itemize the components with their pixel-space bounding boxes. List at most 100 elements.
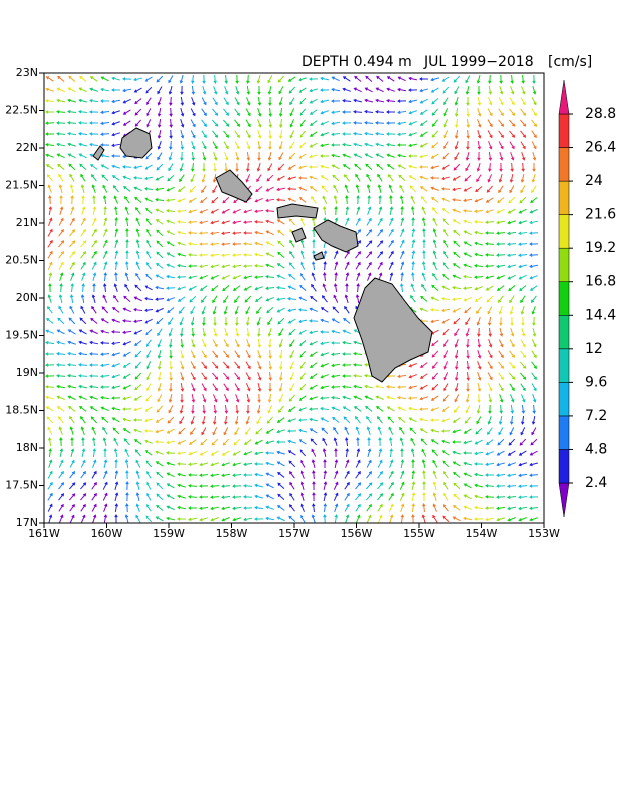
flow-arrow [320,307,329,313]
flow-arrow [68,405,76,412]
flow-arrow [155,198,165,202]
flow-arrow [309,330,319,335]
flow-arrow [221,253,231,257]
flow-arrow [134,108,142,116]
flow-arrow [518,506,528,511]
y-tick-label: 18.5N [5,404,38,417]
flow-arrow [177,462,187,466]
flow-arrow [498,306,503,315]
flow-arrow [223,350,230,358]
flow-arrow [100,164,109,170]
flow-arrow [443,383,449,392]
flow-arrow [367,195,371,205]
flow-arrow [289,97,295,106]
flow-arrow [400,459,405,469]
flow-arrow [70,448,75,457]
flow-arrow [399,437,404,446]
colorbar-label: 2.4 [585,475,607,491]
flow-arrow [56,384,66,389]
flow-arrow [157,107,162,117]
flow-arrow [397,132,407,136]
flow-arrow [441,308,451,313]
flow-arrow [507,220,516,225]
flow-arrow [190,108,196,117]
flow-arrow [485,264,495,268]
flow-arrow [133,176,143,180]
flow-arrow [157,129,162,139]
flow-arrow [257,350,262,359]
flow-arrow [345,459,350,468]
flow-arrow [144,439,153,444]
flow-arrow [299,119,306,127]
flow-arrow [188,506,198,510]
flow-arrow [235,404,239,414]
flow-arrow [232,220,242,225]
flow-arrow [507,517,516,522]
flow-arrow [111,341,121,345]
flow-arrow [342,363,352,367]
flow-arrow [134,119,142,127]
flow-arrow [199,462,208,467]
flow-arrow [496,253,506,257]
flow-arrow [476,317,481,326]
flow-arrow [200,295,207,303]
flow-arrow [508,196,516,204]
flow-arrow [389,459,394,468]
flow-arrow [463,494,472,500]
flow-arrow [441,176,451,181]
flow-arrow [278,349,283,359]
flow-arrow [367,206,372,215]
flow-arrow [125,503,129,513]
flow-arrow [466,129,470,139]
flow-arrow [507,506,517,511]
flow-arrow [488,97,493,106]
flow-arrow [377,240,384,248]
flow-arrow [520,350,527,358]
flow-arrow [156,504,164,511]
flow-arrow [89,76,98,82]
flow-arrow [268,338,272,348]
flow-arrow [69,305,75,314]
y-tick-label: 20N [16,291,38,304]
flow-arrow [267,317,273,326]
flow-arrow [245,416,250,425]
flow-arrow [276,286,286,290]
flow-arrow [463,219,472,224]
flow-arrow [180,151,184,161]
flow-arrow [177,483,186,488]
flow-arrow [344,184,349,193]
flow-arrow [485,285,494,291]
flow-arrow [520,141,526,150]
flow-arrow [289,119,294,128]
flow-arrow [100,363,110,368]
flow-arrow [454,107,459,117]
flow-arrow [199,506,209,510]
flow-arrow [431,130,439,138]
flow-arrow [70,272,75,281]
flow-arrow [419,98,428,104]
flow-arrow [366,184,371,194]
flow-arrow [333,195,338,205]
flow-arrow [212,350,219,358]
flow-arrow [355,470,361,479]
flow-arrow [521,152,526,161]
flow-arrow [299,350,307,358]
flow-arrow [210,253,220,257]
flow-arrow [113,448,118,458]
flow-arrow [133,308,143,312]
flow-arrow [408,143,418,148]
flow-arrow [344,481,350,490]
flow-arrow [276,198,286,202]
flow-arrow [443,339,449,348]
flow-arrow [79,317,87,325]
y-tick-label: 22.5N [5,104,38,117]
flow-arrow [177,220,187,224]
flow-arrow [355,459,361,468]
y-tick-label: 19.5N [5,329,38,342]
flow-arrow [100,143,110,147]
flow-arrow [113,437,119,446]
flow-arrow [419,154,429,159]
flow-arrow [463,461,472,466]
flow-arrow [78,142,87,147]
